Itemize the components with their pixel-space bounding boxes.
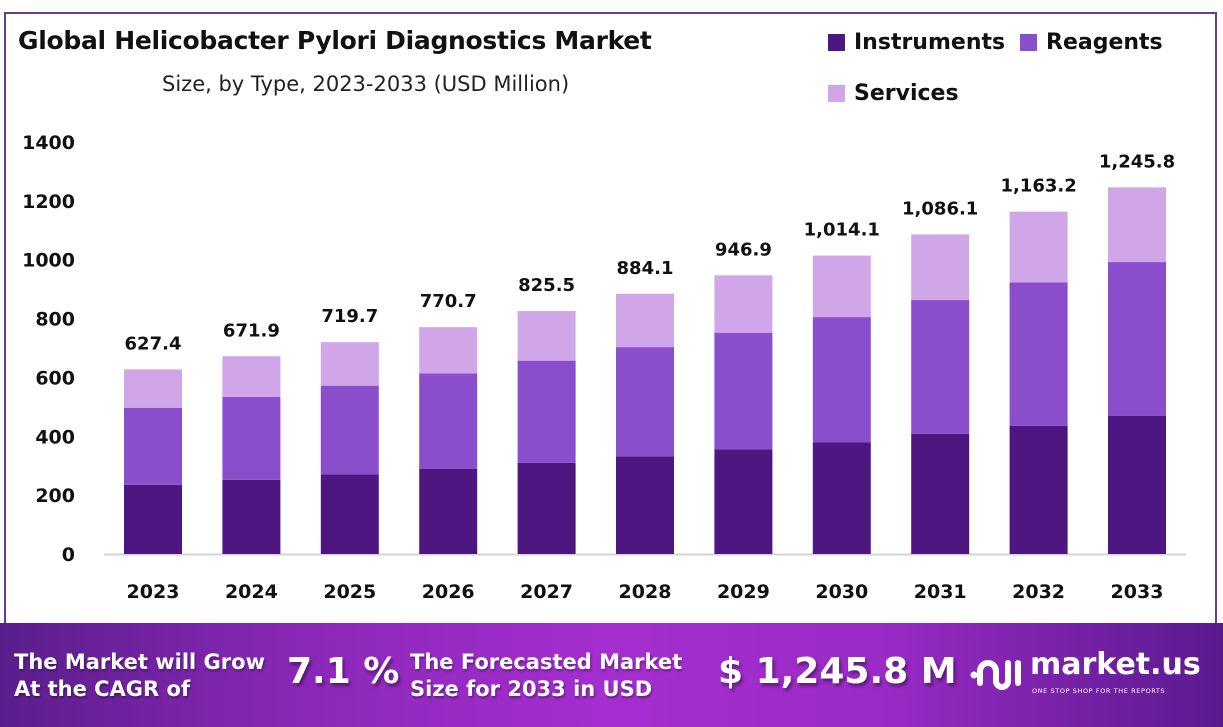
bar-segment-services-2029 [714, 275, 773, 333]
data-label-total-2032: 1,163.2 [1000, 176, 1076, 197]
bar-segment-instruments-2032 [1009, 425, 1068, 554]
data-label-total-2023: 627.4 [125, 333, 182, 354]
bar-segment-instruments-2029 [714, 449, 773, 554]
bar-segment-reagents-2024 [222, 396, 281, 480]
stacked-bar-chart: 0 200 400 600 800 1000 1200 1400 627.4 2023 671.9 2… [22, 132, 1186, 603]
bar-segment-instruments-2024 [222, 479, 281, 554]
data-label-total-2025: 719.7 [321, 306, 378, 327]
x-tick-label-2033: 2033 [1111, 581, 1164, 603]
y-tick-label: 1400 [22, 132, 75, 154]
cagr-text: The Market will Grow At the CAGR of [14, 649, 265, 703]
bar-segment-instruments-2028 [616, 456, 674, 554]
bar-segment-reagents-2033 [1108, 262, 1166, 416]
legend-label-reagents: Reagents [1046, 30, 1163, 55]
bar-segment-services-2025 [320, 342, 379, 386]
legend-swatch-services [828, 85, 845, 102]
x-tick-label-2023: 2023 [127, 581, 180, 603]
legend-item-services: Services [828, 81, 959, 106]
x-tick-label-2027: 2027 [520, 581, 573, 603]
x-tick-label-2030: 2030 [815, 581, 868, 603]
bar-segment-instruments-2033 [1108, 415, 1166, 554]
bar-segment-reagents-2031 [911, 300, 970, 434]
bar-segment-instruments-2031 [911, 433, 970, 554]
x-tick-label-2028: 2028 [619, 581, 672, 603]
legend-label-services: Services [854, 81, 959, 106]
x-tick-label-2026: 2026 [422, 581, 475, 603]
bar-segment-services-2033 [1108, 187, 1166, 263]
chart-subtitle: Size, by Type, 2023-2033 (USD Million) [162, 72, 570, 96]
bar-segment-services-2023 [124, 369, 182, 408]
data-label-total-2028: 884.1 [617, 258, 674, 279]
bar-segment-services-2026 [419, 327, 478, 374]
bar-segment-instruments-2025 [320, 474, 379, 554]
bar-segment-services-2027 [517, 311, 576, 361]
bar-segment-reagents-2023 [124, 407, 182, 485]
y-tick-label: 1000 [22, 250, 75, 272]
cagr-text-line1: The Market will Grow [14, 650, 265, 674]
data-label-total-2026: 770.7 [420, 291, 477, 312]
data-label-total-2024: 671.9 [223, 320, 280, 341]
cagr-value: 7.1 % [287, 651, 400, 692]
bar-segment-reagents-2027 [517, 360, 576, 463]
data-label-total-2031: 1,086.1 [902, 198, 978, 219]
logo-name: market.us [1030, 647, 1201, 682]
x-tick-label-2032: 2032 [1012, 581, 1065, 603]
market-us-logo-icon [970, 660, 1021, 690]
bar-segment-reagents-2026 [419, 373, 478, 469]
y-tick-label: 800 [35, 309, 75, 331]
data-label-total-2033: 1,245.8 [1099, 151, 1175, 172]
bar-segment-instruments-2026 [419, 468, 478, 554]
bar-segment-services-2028 [616, 293, 674, 348]
legend-label-instruments: Instruments [854, 30, 1006, 55]
bar-segment-reagents-2029 [714, 332, 773, 450]
cagr-text-line2: At the CAGR of [14, 677, 191, 701]
summary-banner: The Market will Grow At the CAGR of 7.1 … [0, 623, 1223, 727]
forecast-text-line2: Size for 2033 in USD [410, 677, 653, 701]
y-tick-label: 400 [35, 426, 75, 448]
x-tick-label-2025: 2025 [323, 581, 376, 603]
bar-segment-reagents-2028 [616, 347, 674, 457]
y-tick-label: 200 [35, 485, 75, 507]
forecast-text: The Forecasted Market Size for 2033 in U… [410, 649, 682, 703]
bar-segment-services-2031 [911, 234, 970, 301]
bar-segment-instruments-2023 [124, 484, 182, 554]
chart-title: Global Helicobacter Pylori Diagnostics M… [18, 26, 652, 55]
data-label-total-2029: 946.9 [715, 239, 772, 260]
legend-swatch-reagents [1020, 34, 1037, 51]
x-tick-label-2031: 2031 [914, 581, 967, 603]
legend-item-reagents: Reagents [1020, 30, 1163, 55]
forecast-text-line1: The Forecasted Market [410, 650, 683, 674]
logo-tagline: ONE STOP SHOP FOR THE REPORTS [1032, 687, 1166, 695]
data-label-total-2030: 1,014.1 [804, 220, 880, 241]
bar-segment-services-2024 [222, 356, 281, 397]
legend-item-instruments: Instruments [828, 30, 1005, 55]
x-tick-label-2024: 2024 [225, 581, 278, 603]
bar-segment-reagents-2025 [320, 385, 379, 475]
bar-segment-reagents-2030 [812, 317, 871, 443]
bar-segment-instruments-2027 [517, 462, 576, 554]
bar-segment-reagents-2032 [1009, 282, 1068, 426]
y-tick-label: 0 [62, 544, 75, 566]
x-tick-label-2029: 2029 [717, 581, 770, 603]
y-tick-label: 600 [35, 367, 75, 389]
forecast-value: $ 1,245.8 M [718, 651, 957, 692]
bar-segment-services-2032 [1009, 211, 1068, 283]
bar-segment-instruments-2030 [812, 442, 871, 554]
y-tick-label: 1200 [22, 191, 75, 213]
legend-swatch-instruments [828, 34, 845, 51]
bar-segment-services-2030 [812, 255, 871, 318]
data-label-total-2027: 825.5 [518, 275, 575, 296]
